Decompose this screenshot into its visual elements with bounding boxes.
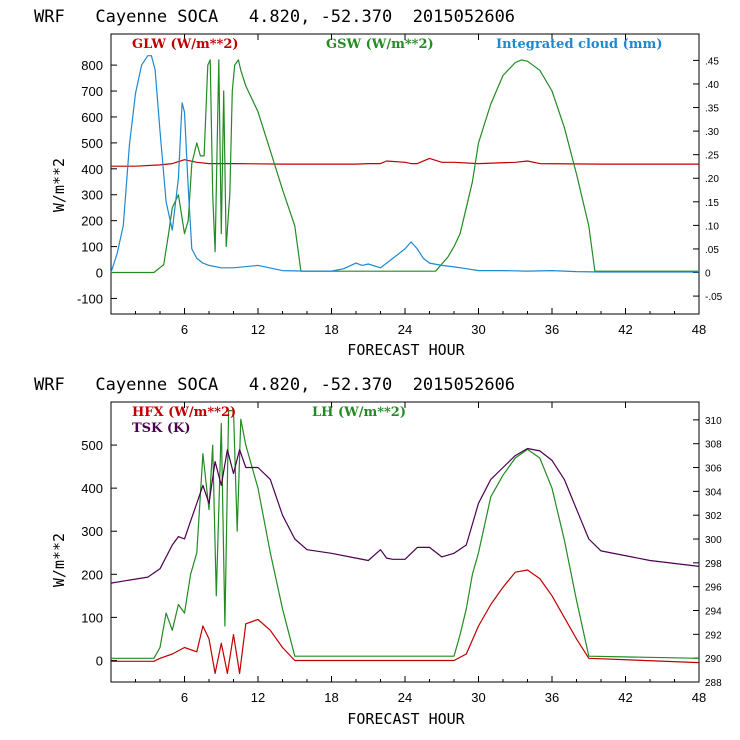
series-line [111, 410, 700, 659]
series-line [110, 55, 699, 273]
y2-tick-label: .20 [705, 174, 719, 185]
y-tick-label: 0 [96, 653, 103, 668]
y2-tick-label: .30 [705, 127, 719, 138]
y2-tick-label: 302 [705, 511, 722, 522]
y2-tick-label: 304 [705, 487, 722, 498]
x-tick-label: 12 [251, 322, 265, 337]
x-tick-label: 6 [181, 322, 188, 337]
y-tick-label: 700 [81, 84, 103, 99]
series-line [110, 447, 700, 584]
y-tick-label: 500 [81, 438, 103, 453]
x-tick-label: 18 [324, 690, 338, 705]
series-line [111, 157, 699, 167]
y2-tick-label: .15 [705, 198, 719, 209]
x-tick-label: 24 [398, 690, 412, 705]
series-line [111, 569, 700, 674]
y-tick-label: 0 [96, 266, 103, 281]
x-axis-label: FORECAST HOUR [347, 710, 465, 728]
y-tick-label: 300 [81, 188, 103, 203]
legend-entry: GSW (W/m**2) [326, 37, 434, 52]
y2-tick-label: 306 [705, 464, 722, 475]
legend-entry: Integrated cloud (mm) [496, 37, 662, 52]
y-tick-label: 400 [81, 162, 103, 177]
y2-tick-label: .05 [705, 245, 719, 256]
series-line [111, 59, 699, 274]
y-tick-label: 400 [81, 481, 103, 496]
y2-tick-label: -.05 [705, 292, 723, 303]
x-tick-label: 18 [324, 322, 338, 337]
y-tick-label: -100 [77, 291, 103, 306]
y-axis-label: W/m**2 [50, 158, 68, 212]
y2-tick-label: 294 [705, 607, 722, 618]
legend-entry: TSK (K) [132, 421, 191, 436]
y2-tick-label: 292 [705, 630, 722, 641]
y2-tick-label: 290 [705, 654, 722, 665]
y2-tick-label: 300 [705, 535, 722, 546]
x-tick-label: 24 [398, 322, 412, 337]
y2-tick-label: 0 [705, 269, 711, 280]
y-axis-label: W/m**2 [50, 533, 68, 587]
y2-tick-label: 298 [705, 559, 722, 570]
x-tick-label: 36 [545, 690, 559, 705]
y2-tick-label: .25 [705, 151, 719, 162]
y2-tick-label: 308 [705, 440, 722, 451]
y2-tick-label: .35 [705, 104, 719, 115]
x-tick-label: 42 [618, 322, 632, 337]
x-tick-label: 42 [618, 690, 632, 705]
chart-title: WRF Cayenne SOCA 4.820, -52.370 20150526… [34, 7, 515, 27]
y2-tick-label: 288 [705, 678, 722, 689]
chart-title: WRF Cayenne SOCA 4.820, -52.370 20150526… [34, 375, 515, 395]
x-tick-label: 30 [471, 690, 485, 705]
y-tick-label: 200 [81, 214, 103, 229]
x-tick-label: 48 [692, 322, 706, 337]
legend-entry: GLW (W/m**2) [132, 37, 239, 52]
y2-tick-label: .45 [705, 56, 719, 67]
y-tick-label: 100 [81, 610, 103, 625]
y-tick-label: 800 [81, 58, 103, 73]
x-tick-label: 30 [471, 322, 485, 337]
y2-tick-label: 296 [705, 583, 722, 594]
legend-entry: HFX (W/m**2) [132, 405, 236, 420]
x-tick-label: 36 [545, 322, 559, 337]
y-tick-label: 200 [81, 567, 103, 582]
y2-tick-label: .10 [705, 221, 719, 232]
x-tick-label: 12 [251, 690, 265, 705]
x-tick-label: 48 [692, 690, 706, 705]
y-tick-label: 300 [81, 524, 103, 539]
y-tick-label: 500 [81, 136, 103, 151]
y-tick-label: 600 [81, 110, 103, 125]
y-tick-label: 100 [81, 240, 103, 255]
legend-entry: LH (W/m**2) [312, 405, 406, 420]
x-axis-label: FORECAST HOUR [347, 341, 465, 359]
y2-tick-label: 310 [705, 416, 722, 427]
x-tick-label: 6 [181, 690, 188, 705]
y2-tick-label: .40 [705, 80, 719, 91]
